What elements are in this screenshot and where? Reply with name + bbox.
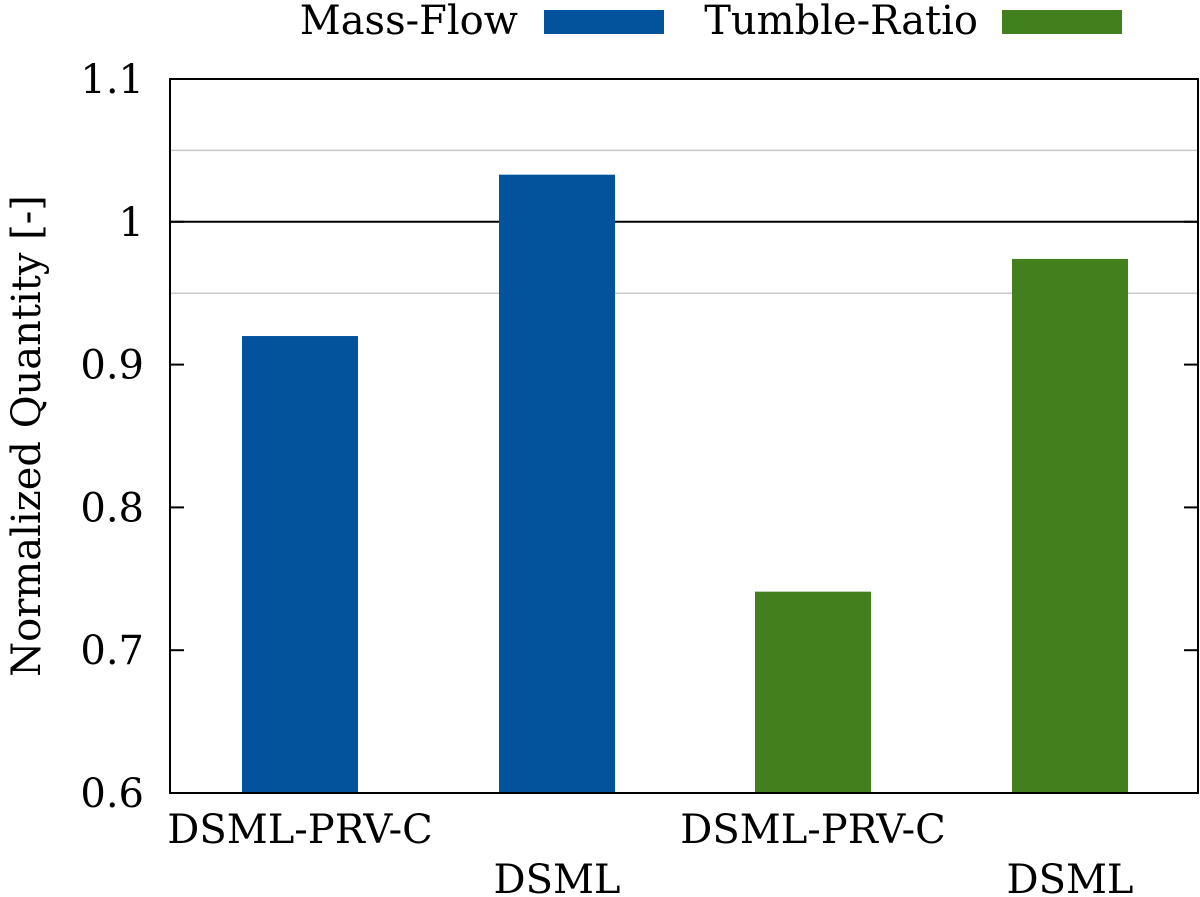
bar-mass-flow-dsml (499, 174, 615, 793)
bar-mass-flow-dsml-prv-c (242, 336, 358, 793)
y-axis-label: Normalized Quantity [-] (4, 195, 50, 677)
y-tick-label: 0.6 (80, 771, 144, 817)
bars (242, 174, 1128, 794)
x-axis: DSML-PRV-C DSML DSML-PRV-C DSML (167, 807, 1133, 897)
legend-label-mass-flow: Mass-Flow (300, 0, 518, 44)
category-label: DSML (494, 857, 621, 897)
y-tick-label: 1 (119, 200, 144, 246)
y-tick-label: 1.1 (80, 57, 144, 103)
y-tick-label: 0.7 (80, 628, 144, 674)
category-label: DSML-PRV-C (680, 807, 945, 853)
legend: Mass-Flow Tumble-Ratio (300, 0, 1122, 44)
bar-tumble-ratio-dsml-prv-c (755, 591, 871, 793)
y-tick-label: 0.9 (80, 343, 144, 389)
category-label: DSML-PRV-C (167, 807, 432, 853)
category-label: DSML (1007, 857, 1134, 897)
y-axis: 0.6 0.7 0.8 0.9 1 1.1 (80, 57, 1198, 817)
y-tick-label: 0.8 (80, 485, 144, 531)
legend-label-tumble-ratio: Tumble-Ratio (704, 0, 978, 44)
plot-frame (169, 78, 1199, 794)
bar-tumble-ratio-dsml (1012, 258, 1128, 794)
legend-swatch-mass-flow (544, 10, 664, 34)
legend-swatch-tumble-ratio (1002, 10, 1122, 34)
